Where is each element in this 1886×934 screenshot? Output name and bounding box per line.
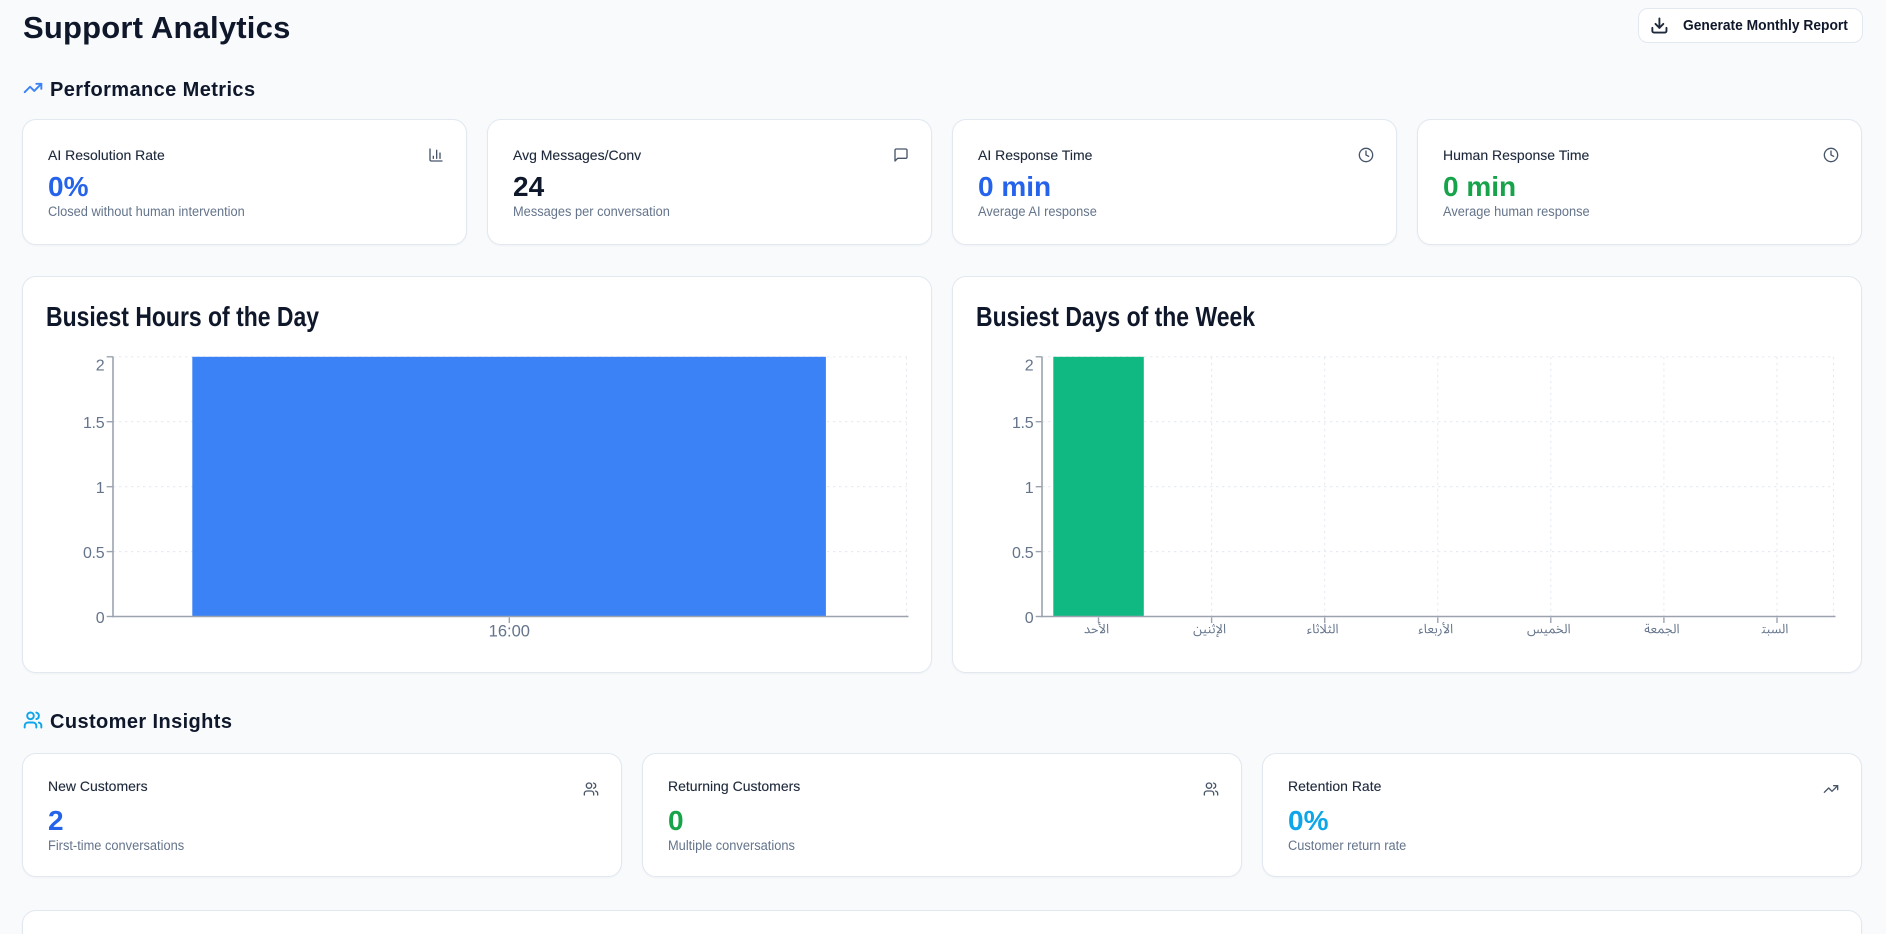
svg-text:0: 0 <box>1025 610 1034 627</box>
svg-text:1: 1 <box>96 480 105 497</box>
svg-text:2: 2 <box>96 357 105 374</box>
svg-text:1.5: 1.5 <box>83 415 105 432</box>
svg-text:1.5: 1.5 <box>1012 415 1034 432</box>
svg-text:1: 1 <box>1025 480 1034 497</box>
svg-text:0.5: 0.5 <box>83 545 105 562</box>
svg-text:2: 2 <box>1025 357 1034 374</box>
svg-text:16:00: 16:00 <box>489 622 530 640</box>
svg-text:0: 0 <box>96 610 105 627</box>
svg-text:0.5: 0.5 <box>1012 545 1034 562</box>
